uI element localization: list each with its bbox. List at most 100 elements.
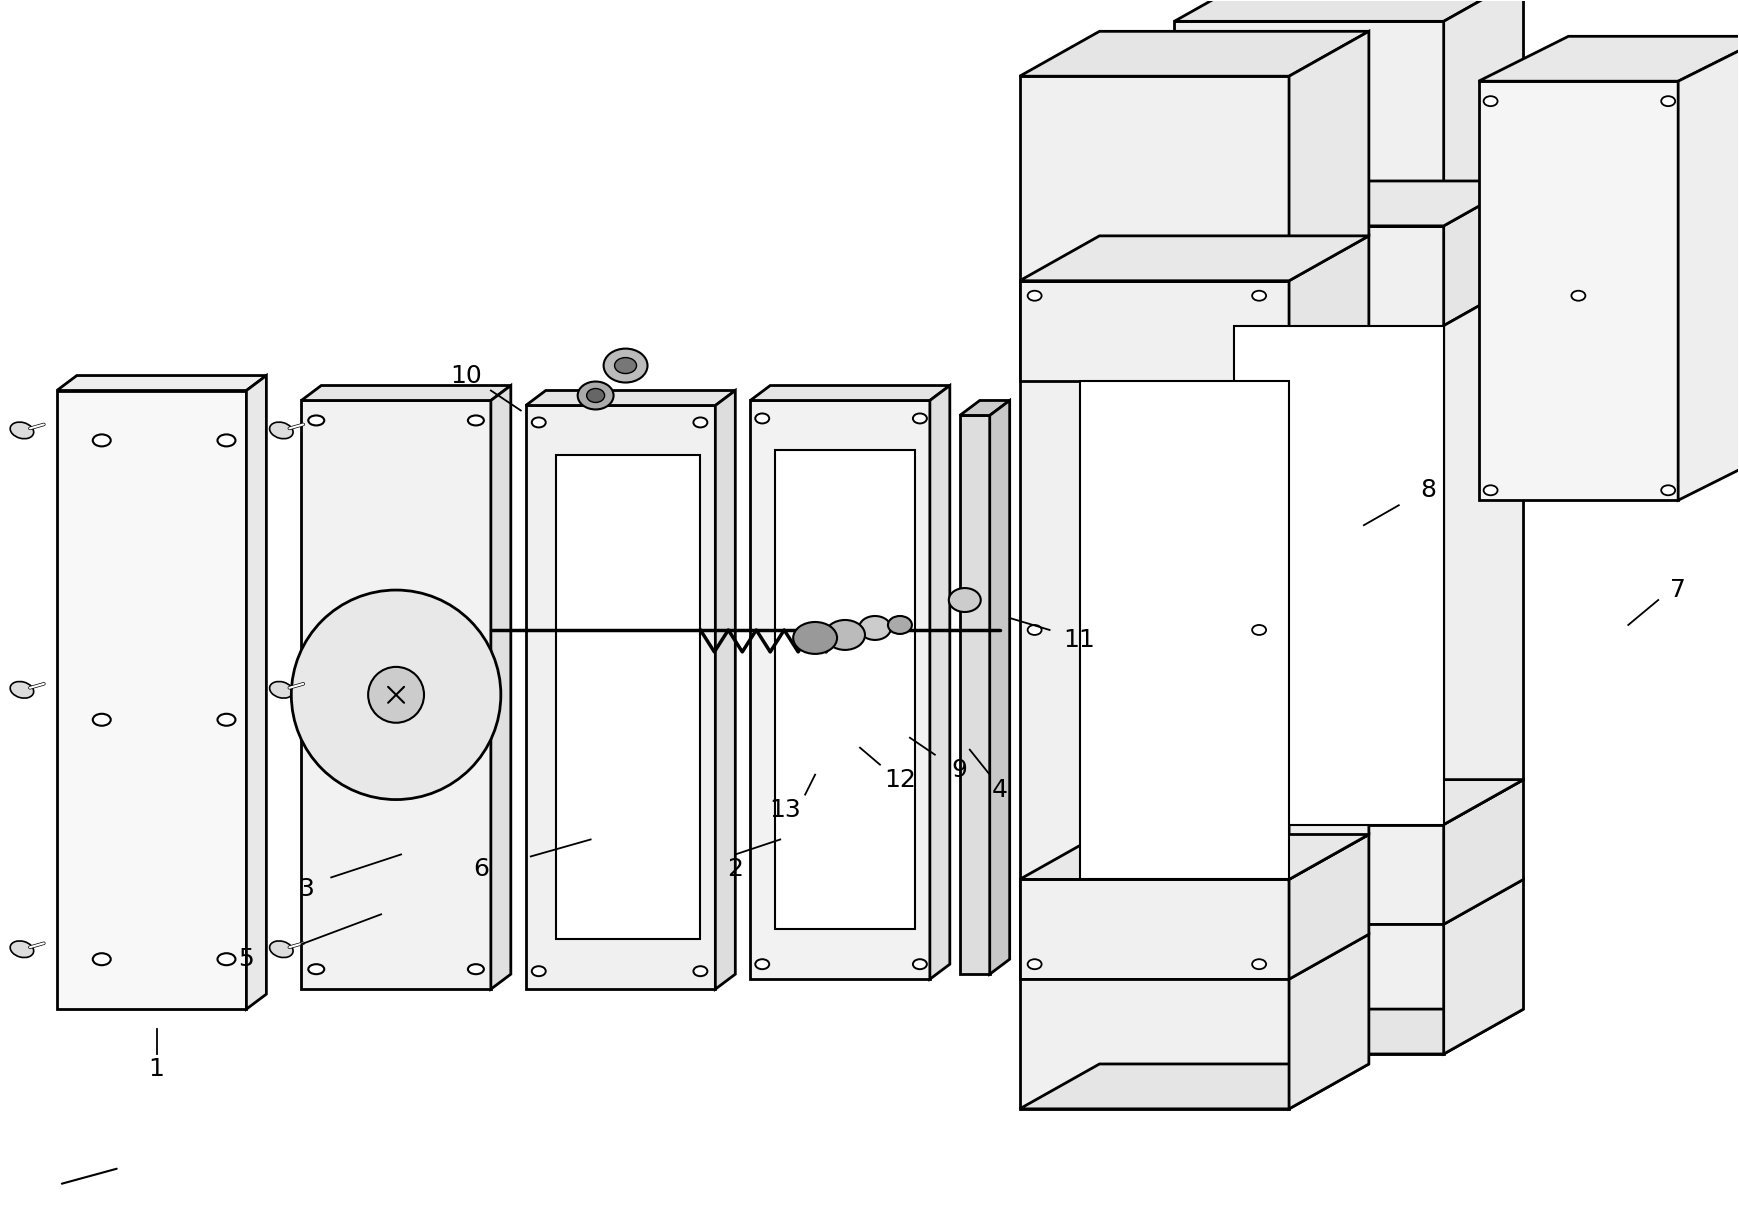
Polygon shape <box>1174 780 1523 825</box>
Polygon shape <box>1019 879 1289 979</box>
Polygon shape <box>1019 76 1289 280</box>
Ellipse shape <box>532 966 546 977</box>
Ellipse shape <box>369 667 424 722</box>
Ellipse shape <box>308 415 323 426</box>
Text: 7: 7 <box>1669 578 1685 602</box>
Polygon shape <box>1443 0 1523 226</box>
Ellipse shape <box>92 714 111 726</box>
Polygon shape <box>1019 280 1078 979</box>
Text: 12: 12 <box>883 767 915 792</box>
Ellipse shape <box>10 682 33 698</box>
Polygon shape <box>1174 226 1233 924</box>
Text: 11: 11 <box>1063 628 1096 652</box>
Ellipse shape <box>577 382 614 410</box>
Ellipse shape <box>793 622 836 654</box>
Text: 13: 13 <box>769 798 800 821</box>
Ellipse shape <box>1252 291 1266 301</box>
Ellipse shape <box>603 349 647 383</box>
Ellipse shape <box>859 616 890 640</box>
Polygon shape <box>57 376 266 390</box>
Ellipse shape <box>694 966 708 977</box>
Ellipse shape <box>270 422 292 438</box>
Polygon shape <box>1478 37 1739 81</box>
Ellipse shape <box>694 417 708 427</box>
Ellipse shape <box>10 941 33 957</box>
Ellipse shape <box>532 417 546 427</box>
Ellipse shape <box>586 388 603 403</box>
Polygon shape <box>1174 181 1523 226</box>
Ellipse shape <box>1028 291 1042 301</box>
Ellipse shape <box>10 422 33 438</box>
Ellipse shape <box>1252 960 1266 969</box>
Polygon shape <box>1174 0 1523 21</box>
Polygon shape <box>960 415 989 974</box>
Ellipse shape <box>887 616 911 634</box>
Ellipse shape <box>1252 625 1266 635</box>
Ellipse shape <box>1570 291 1584 301</box>
Ellipse shape <box>755 960 769 969</box>
Ellipse shape <box>308 965 323 974</box>
Polygon shape <box>1443 181 1523 326</box>
Ellipse shape <box>1483 97 1497 106</box>
Ellipse shape <box>755 414 769 424</box>
Polygon shape <box>1019 979 1289 1109</box>
Ellipse shape <box>913 414 927 424</box>
Polygon shape <box>247 376 266 1009</box>
Text: 6: 6 <box>473 858 489 881</box>
Ellipse shape <box>1028 625 1042 635</box>
Ellipse shape <box>468 965 483 974</box>
Ellipse shape <box>217 435 235 447</box>
Ellipse shape <box>270 682 292 698</box>
Polygon shape <box>750 400 929 979</box>
Ellipse shape <box>217 714 235 726</box>
Polygon shape <box>1019 32 1369 76</box>
Polygon shape <box>1289 236 1369 381</box>
Polygon shape <box>1019 236 1369 280</box>
Polygon shape <box>776 450 915 929</box>
Polygon shape <box>1233 326 1443 825</box>
Polygon shape <box>1019 835 1369 879</box>
Polygon shape <box>1443 280 1523 825</box>
Polygon shape <box>1289 934 1369 1109</box>
Polygon shape <box>1174 825 1443 924</box>
Polygon shape <box>1078 381 1289 879</box>
Polygon shape <box>301 386 511 400</box>
Text: 4: 4 <box>991 777 1007 802</box>
Ellipse shape <box>948 588 981 612</box>
Ellipse shape <box>92 435 111 447</box>
Ellipse shape <box>270 941 292 957</box>
Ellipse shape <box>290 590 501 799</box>
Polygon shape <box>1289 32 1369 280</box>
Ellipse shape <box>1661 485 1675 496</box>
Polygon shape <box>1019 1064 1369 1109</box>
Polygon shape <box>1019 280 1289 381</box>
Polygon shape <box>525 405 715 989</box>
Ellipse shape <box>1028 960 1042 969</box>
Polygon shape <box>1443 780 1523 924</box>
Polygon shape <box>525 390 736 405</box>
Polygon shape <box>1174 21 1443 226</box>
Text: 1: 1 <box>148 1058 165 1081</box>
Polygon shape <box>1289 835 1369 979</box>
Polygon shape <box>715 390 736 989</box>
Text: 2: 2 <box>727 858 743 881</box>
Ellipse shape <box>217 953 235 966</box>
Polygon shape <box>1478 81 1676 501</box>
Ellipse shape <box>92 953 111 966</box>
Polygon shape <box>929 386 949 979</box>
Ellipse shape <box>468 415 483 426</box>
Ellipse shape <box>1483 485 1497 496</box>
Text: 9: 9 <box>951 758 967 782</box>
Polygon shape <box>490 386 511 989</box>
Text: 3: 3 <box>297 878 315 901</box>
Polygon shape <box>989 400 1009 974</box>
Polygon shape <box>1676 37 1739 501</box>
Ellipse shape <box>824 621 864 650</box>
Polygon shape <box>555 455 701 939</box>
Text: 8: 8 <box>1421 479 1436 502</box>
Polygon shape <box>1174 924 1443 1054</box>
Text: 10: 10 <box>450 364 482 388</box>
Polygon shape <box>750 386 949 400</box>
Ellipse shape <box>614 357 636 373</box>
Polygon shape <box>1443 879 1523 1054</box>
